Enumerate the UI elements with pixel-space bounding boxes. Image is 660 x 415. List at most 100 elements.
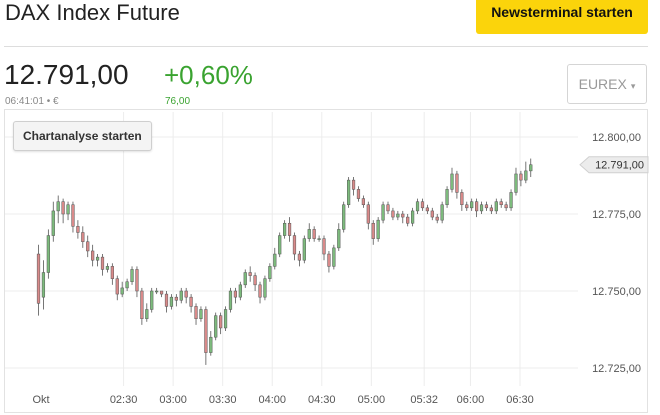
candle-body xyxy=(347,179,351,206)
candle-body xyxy=(342,204,346,230)
x-tick-label: 05:32 xyxy=(410,394,438,406)
candle-body xyxy=(302,238,306,261)
candle-body xyxy=(46,235,50,273)
candle-body xyxy=(470,201,474,209)
x-tick-label: 04:00 xyxy=(258,394,286,406)
candle-body xyxy=(105,266,110,270)
candle-body xyxy=(214,315,218,338)
candle-body xyxy=(219,315,223,329)
candle-body xyxy=(115,278,119,295)
candle-body xyxy=(95,256,100,261)
candle-body xyxy=(174,296,178,301)
candle-body xyxy=(81,232,85,242)
candle-body xyxy=(297,253,302,261)
x-tick-label: Okt xyxy=(32,394,49,406)
x-tick-label: 02:30 xyxy=(110,394,138,406)
candle-body xyxy=(499,201,503,206)
x-tick-label: 06:30 xyxy=(506,394,534,406)
candle-body xyxy=(529,164,533,172)
candle-body xyxy=(479,204,484,212)
candle-body xyxy=(204,309,208,353)
candle-body xyxy=(494,201,498,212)
candle-body xyxy=(41,272,46,298)
candle-body xyxy=(238,284,242,298)
candle-body xyxy=(130,269,134,283)
candle-body xyxy=(317,238,321,240)
candle-body xyxy=(445,189,449,206)
candle-body xyxy=(524,170,528,181)
candle-body xyxy=(283,222,287,236)
candle-body xyxy=(450,173,454,190)
candle-body xyxy=(475,201,479,212)
candle-body xyxy=(199,309,203,319)
x-tick-label: 04:30 xyxy=(308,394,336,406)
candle-body xyxy=(425,207,429,212)
candle-body xyxy=(327,253,331,267)
chartanalyse-button[interactable]: Chartanalyse starten xyxy=(13,121,152,151)
candle-body xyxy=(194,306,198,319)
x-tick-label: 05:00 xyxy=(358,394,386,406)
candle-body xyxy=(356,189,361,199)
newsterminal-button[interactable]: Newsterminal starten xyxy=(476,0,648,34)
candle-body xyxy=(287,222,292,236)
exchange-select[interactable]: EUREX ▾ xyxy=(567,64,647,104)
candle-body xyxy=(253,275,257,286)
page-title: DAX Index Future xyxy=(5,0,180,25)
candle-body xyxy=(76,226,80,233)
candle-body xyxy=(86,241,90,252)
candle-body xyxy=(145,309,149,319)
candle-body xyxy=(110,266,114,279)
candle-body xyxy=(401,213,405,218)
candle-body xyxy=(61,201,65,215)
candle-body xyxy=(440,204,444,221)
candle-body xyxy=(125,281,129,289)
candle-body xyxy=(322,238,326,255)
candle-body xyxy=(509,192,513,209)
candle-body xyxy=(435,216,439,221)
x-tick-label: 03:30 xyxy=(209,394,237,406)
chevron-down-icon: ▾ xyxy=(630,81,636,91)
candle-body xyxy=(135,269,139,292)
candle-body xyxy=(386,204,390,212)
candle-body xyxy=(307,229,311,239)
candle-body xyxy=(519,173,523,181)
last-value-label: 12.791,00 xyxy=(595,160,644,172)
x-tick-label: 06:00 xyxy=(457,394,485,406)
candle-body xyxy=(258,284,262,298)
candle-body xyxy=(332,247,336,267)
y-tick-label: 12.800,00 xyxy=(592,132,641,144)
candle-body xyxy=(150,290,154,310)
candle-body xyxy=(351,179,356,190)
candle-body xyxy=(292,235,297,255)
candle-body xyxy=(278,235,282,255)
candle-body xyxy=(430,210,434,218)
header-divider xyxy=(4,46,648,47)
exchange-select-value: EUREX xyxy=(578,76,627,92)
candle-body xyxy=(189,296,193,307)
candle-body xyxy=(381,204,385,221)
last-price: 12.791,00 xyxy=(4,59,129,90)
candle-body xyxy=(268,266,272,279)
candle-body xyxy=(228,290,233,310)
candle-body xyxy=(164,293,169,307)
candle-body xyxy=(366,204,370,224)
candle-body xyxy=(155,290,159,293)
candle-body xyxy=(406,216,410,224)
candle-body xyxy=(71,204,75,227)
candle-body xyxy=(376,219,380,239)
candle-body xyxy=(120,287,124,295)
chart-area xyxy=(4,109,648,413)
change-percent: +0,60% xyxy=(164,60,253,90)
candle-body xyxy=(371,222,375,239)
candle-body xyxy=(465,204,469,209)
candle-body xyxy=(184,290,188,298)
candle-body xyxy=(484,204,489,209)
candle-body xyxy=(415,201,420,212)
candle-body xyxy=(179,290,183,301)
candle-body xyxy=(248,272,252,276)
candle-body xyxy=(56,201,60,212)
candle-body xyxy=(411,210,415,224)
candle-body xyxy=(233,290,238,298)
quote-time-currency: 06:41:01 • € xyxy=(5,96,59,107)
candle-body xyxy=(391,210,395,218)
